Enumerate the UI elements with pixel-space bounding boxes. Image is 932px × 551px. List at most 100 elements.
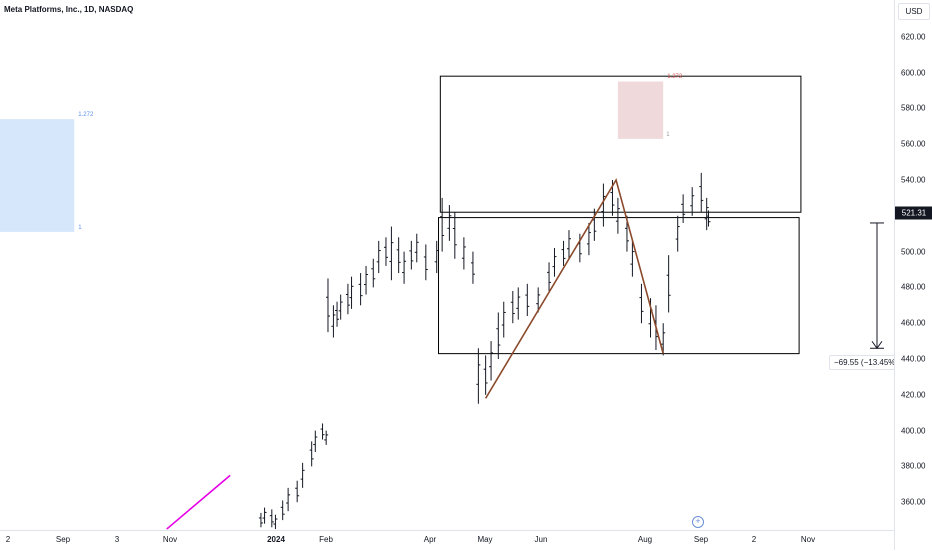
price-tick-label: 500.00 bbox=[901, 247, 926, 257]
fib-zone-left bbox=[0, 119, 75, 232]
ohlc-bar bbox=[496, 312, 501, 359]
ohlc-bar bbox=[483, 355, 488, 395]
price-tick-label: 560.00 bbox=[901, 139, 926, 149]
ohlc-bar bbox=[262, 507, 267, 524]
time-tick-label: 2 bbox=[751, 535, 757, 544]
ohlc-bar bbox=[358, 273, 363, 306]
ohlc-bar bbox=[300, 462, 305, 488]
price-tick-label: 480.00 bbox=[901, 282, 926, 292]
ohlc-bar bbox=[681, 194, 686, 223]
chart-plot-area[interactable]: Meta Platforms, Inc., 1D, NASDAQ 1.272 1… bbox=[0, 0, 894, 530]
ohlc-bar bbox=[280, 500, 285, 521]
ohlc-bar bbox=[552, 248, 557, 277]
ohlc-bar bbox=[402, 251, 407, 284]
ohlc-bar bbox=[423, 244, 428, 281]
price-tick-label: 540.00 bbox=[901, 175, 926, 185]
chart-canvas[interactable] bbox=[0, 0, 894, 530]
fib-label-left-bottom: 1 bbox=[78, 224, 82, 231]
ohlc-bar bbox=[704, 197, 709, 231]
ohlc-bar bbox=[414, 233, 419, 263]
ohlc-bar bbox=[510, 290, 515, 324]
ohlc-bar bbox=[409, 240, 414, 270]
time-axis[interactable]: 2 Sep 3 Nov 2024 Feb Apr May Jun Aug Sep 2 Nov bbox=[0, 530, 894, 551]
time-tick-label: 3 bbox=[114, 535, 120, 544]
ohlc-bar bbox=[396, 237, 401, 274]
ohlc-bar bbox=[371, 258, 376, 288]
trend-line bbox=[484, 177, 664, 399]
fib-label-right-bottom: 1 bbox=[666, 131, 670, 138]
ohlc-bar bbox=[476, 348, 481, 404]
ohlc-bar bbox=[345, 283, 350, 315]
fib-label-right-top: 1.272 bbox=[667, 73, 683, 80]
time-tick-label: Nov bbox=[162, 535, 178, 544]
fib-zone-right bbox=[617, 81, 664, 139]
ohlc-bar bbox=[601, 183, 606, 227]
time-tick-label: 2 bbox=[5, 535, 11, 544]
ohlc-bar bbox=[566, 230, 571, 259]
time-tick-label: Sep bbox=[693, 535, 709, 544]
magenta-line bbox=[166, 474, 231, 530]
ohlc-bar bbox=[335, 301, 340, 327]
ohlc-bar bbox=[470, 251, 475, 284]
ohlc-bar bbox=[258, 512, 263, 528]
ohlc-bar bbox=[586, 222, 591, 256]
price-tick-label: 420.00 bbox=[901, 390, 926, 400]
ohlc-bar bbox=[440, 197, 445, 252]
ohlc-bar bbox=[675, 215, 680, 252]
price-tick-label: 400.00 bbox=[901, 426, 926, 436]
time-tick-label: May bbox=[477, 535, 493, 544]
ohlc-bar bbox=[269, 509, 274, 528]
measure-arrowhead bbox=[871, 340, 883, 350]
price-tick-label: 620.00 bbox=[901, 32, 926, 42]
time-tick-label: Apr bbox=[423, 535, 437, 544]
price-axis[interactable]: USD 620.00600.00580.00560.00540.00520.00… bbox=[894, 0, 932, 550]
price-tick-label: 360.00 bbox=[901, 497, 926, 507]
price-tick-label: 440.00 bbox=[901, 354, 926, 364]
ohlc-bar bbox=[615, 197, 620, 234]
ohlc-bar bbox=[286, 487, 291, 512]
ohlc-bar bbox=[364, 265, 369, 295]
ohlc-bar bbox=[320, 423, 325, 440]
ohlc-bar bbox=[516, 287, 521, 320]
ohlc-bar bbox=[452, 212, 457, 259]
ohlc-bar bbox=[324, 430, 329, 445]
ohlc-bar bbox=[295, 480, 300, 503]
ohlc-bar bbox=[666, 255, 671, 313]
ohlc-bar bbox=[434, 240, 439, 274]
ohlc-bar bbox=[331, 305, 336, 338]
ohlc-bar bbox=[639, 283, 644, 324]
ohlc-bar bbox=[383, 237, 388, 266]
last-price-tag: 521.31 bbox=[895, 206, 932, 220]
ohlc-bar bbox=[461, 237, 466, 270]
ohlc-bar bbox=[273, 514, 278, 530]
time-tick-label: Feb bbox=[319, 535, 333, 544]
price-tick-label: 460.00 bbox=[901, 318, 926, 328]
ohlc-bar bbox=[325, 278, 330, 333]
add-plus-icon[interactable]: + bbox=[692, 516, 704, 528]
ohlc-bar bbox=[309, 441, 314, 467]
price-tick-label: 380.00 bbox=[901, 461, 926, 471]
price-tick-label: 600.00 bbox=[901, 68, 926, 78]
ohlc-bar bbox=[661, 323, 666, 356]
ohlc-bar bbox=[313, 430, 318, 453]
ohlc-bar bbox=[536, 287, 541, 313]
chart-title: Meta Platforms, Inc., 1D, NASDAQ bbox=[4, 5, 134, 14]
currency-selector[interactable]: USD bbox=[898, 3, 930, 20]
ohlc-bar bbox=[690, 187, 695, 216]
ohlc-bar bbox=[447, 205, 452, 241]
measure-label: −69.55 (−13.45%) bbox=[829, 355, 894, 371]
price-tick-label: 580.00 bbox=[901, 103, 926, 113]
ohlc-bar bbox=[338, 294, 343, 320]
time-tick-label: Jun bbox=[534, 535, 548, 544]
ohlc-bar bbox=[547, 262, 552, 291]
ohlc-bar bbox=[389, 226, 394, 281]
ohlc-bar bbox=[706, 210, 711, 227]
fib-label-left-top: 1.272 bbox=[78, 112, 94, 119]
ohlc-bar bbox=[349, 276, 354, 309]
ohlc-bar bbox=[376, 240, 381, 274]
ohlc-bar bbox=[630, 240, 635, 277]
ohlc-bar bbox=[525, 283, 530, 317]
lower-range-box bbox=[438, 217, 800, 355]
ohlc-bar bbox=[489, 341, 494, 381]
ohlc-bar bbox=[561, 240, 566, 266]
